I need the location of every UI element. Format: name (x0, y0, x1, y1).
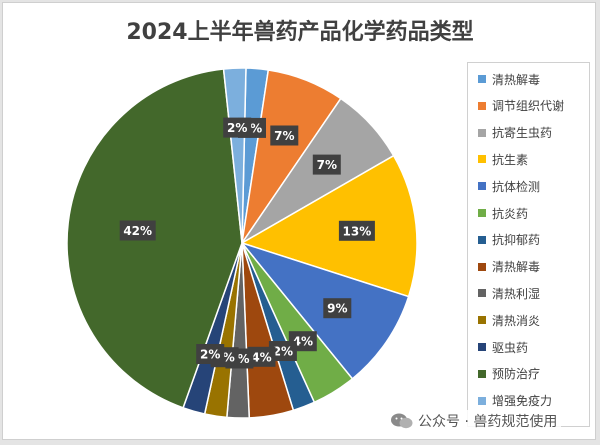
pie-label-box (196, 344, 225, 364)
pie-label-box (119, 220, 156, 241)
legend-item-5: 抗炎药 (478, 204, 528, 222)
pie-label-text: 42% (123, 224, 152, 238)
legend-label: 增强免疫力 (492, 394, 553, 409)
legend-label: 预防治疗 (492, 367, 541, 382)
legend-item-11: 预防治疗 (478, 365, 540, 383)
legend: 清热解毒 调节组织代谢 抗寄生虫药 抗生素 抗体检测 抗炎药 抗抑郁药 清热解毒 清热利湿 清热消… (467, 62, 590, 427)
legend-label: 抗炎药 (492, 206, 529, 221)
legend-label: 抗寄生虫药 (492, 126, 553, 141)
legend-label: 抗体检测 (492, 179, 541, 194)
legend-swatch (478, 155, 486, 164)
pie-label-4: 9% (323, 298, 352, 319)
legend-label: 驱虫药 (492, 340, 529, 355)
watermark-text: 公众号 · 兽药规范使用 (418, 414, 558, 430)
pie-slice-3 (240, 154, 418, 298)
legend-label: 抗抑郁药 (492, 233, 541, 248)
legend-swatch (478, 316, 486, 325)
legend-label: 清热消炎 (492, 313, 541, 328)
pie-label-box (247, 346, 276, 367)
legend-label: 调节组织代谢 (492, 99, 565, 114)
legend-swatch (478, 75, 486, 83)
pie-label-text: 2% (227, 121, 247, 135)
pie-label-1: 7% (270, 125, 299, 146)
legend-swatch (478, 209, 486, 217)
legend-swatch (478, 262, 486, 271)
legend-label: 清热解毒 (492, 260, 541, 275)
pie-label-text: 2% (200, 348, 220, 362)
legend-swatch (478, 235, 486, 244)
legend-item-7: 清热解毒 (478, 258, 540, 276)
legend-item-12: 增强免疫力 (478, 392, 552, 410)
pie-label-10: 2% (196, 344, 225, 364)
pie-label-box (268, 341, 297, 361)
pie-label-text: 7% (274, 129, 294, 143)
pie-label-text: 2% (273, 345, 293, 359)
legend-item-1: 调节组织代谢 (478, 97, 564, 115)
legend-swatch (478, 101, 486, 110)
legend-item-10: 驱虫药 (478, 338, 528, 356)
legend-item-9: 清热消炎 (478, 311, 540, 329)
pie-slice-12 (222, 67, 247, 244)
pie-label-text: 4% (251, 350, 271, 364)
legend-item-3: 抗生素 (478, 150, 528, 168)
chart-title: 2024上半年兽药产品化学药品类型 (126, 20, 474, 45)
pie-label-text: 7% (317, 158, 337, 172)
pie-label-box (223, 117, 252, 138)
pie-label-box (312, 154, 341, 175)
pie-label-box (338, 220, 375, 241)
pie-label-11: 42% (119, 220, 156, 241)
pie-label-text: 9% (327, 302, 347, 316)
legend-item-2: 抗寄生虫药 (478, 124, 552, 142)
pie-slices (66, 67, 418, 419)
legend-item-6: 抗抑郁药 (478, 231, 540, 249)
pie-label-7: 4% (247, 346, 276, 367)
pie-label-text: 4% (293, 335, 313, 349)
legend-swatch (478, 289, 486, 298)
legend-swatch (478, 369, 486, 378)
pie-label-text: 13% (343, 224, 372, 238)
legend-swatch (478, 182, 486, 191)
legend-item-8: 清热利湿 (478, 284, 540, 302)
legend-item-4: 抗体检测 (478, 177, 540, 195)
pie-label-box (270, 125, 299, 146)
pie-label-2: 7% (312, 154, 341, 175)
legend-item-0: 清热解毒 (478, 70, 540, 88)
legend-swatch (478, 343, 486, 351)
pie-data-labels: 2%7%7%13%9%4%2%4%2%2%2%42%2% (119, 117, 375, 369)
legend-label: 抗生素 (492, 152, 529, 167)
legend-label: 清热解毒 (492, 72, 541, 87)
watermark: 公众号 · 兽药规范使用 (386, 410, 562, 432)
pie-label-3: 13% (338, 220, 375, 241)
wechat-icon (391, 413, 413, 429)
legend-swatch (478, 128, 486, 137)
legend-label: 清热利湿 (492, 286, 541, 301)
pie-label-6: 2% (268, 341, 297, 361)
pie-label-box (323, 298, 352, 319)
pie-label-12: 2% (223, 117, 252, 138)
legend-swatch (478, 396, 486, 405)
